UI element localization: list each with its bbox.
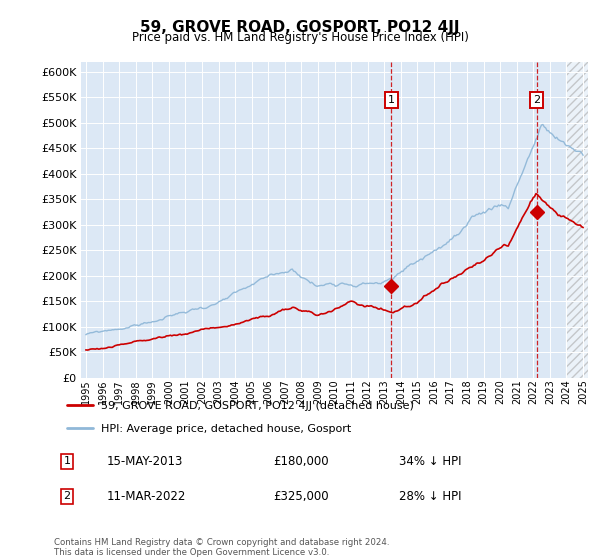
Text: £325,000: £325,000: [273, 490, 329, 503]
Text: 11-MAR-2022: 11-MAR-2022: [106, 490, 185, 503]
Text: 1: 1: [64, 456, 71, 466]
Text: 2: 2: [64, 491, 71, 501]
Text: 59, GROVE ROAD, GOSPORT, PO12 4JJ (detached house): 59, GROVE ROAD, GOSPORT, PO12 4JJ (detac…: [101, 402, 414, 411]
Text: 1: 1: [388, 95, 395, 105]
Text: 34% ↓ HPI: 34% ↓ HPI: [398, 455, 461, 468]
Text: 2: 2: [533, 95, 540, 105]
Text: HPI: Average price, detached house, Gosport: HPI: Average price, detached house, Gosp…: [101, 424, 351, 433]
Text: 59, GROVE ROAD, GOSPORT, PO12 4JJ: 59, GROVE ROAD, GOSPORT, PO12 4JJ: [140, 20, 460, 35]
Bar: [566, 62, 592, 378]
Bar: [566, 62, 592, 378]
Text: £180,000: £180,000: [273, 455, 329, 468]
Text: Price paid vs. HM Land Registry's House Price Index (HPI): Price paid vs. HM Land Registry's House …: [131, 31, 469, 44]
Text: 28% ↓ HPI: 28% ↓ HPI: [398, 490, 461, 503]
Text: 15-MAY-2013: 15-MAY-2013: [106, 455, 182, 468]
Text: Contains HM Land Registry data © Crown copyright and database right 2024.
This d: Contains HM Land Registry data © Crown c…: [54, 538, 389, 557]
